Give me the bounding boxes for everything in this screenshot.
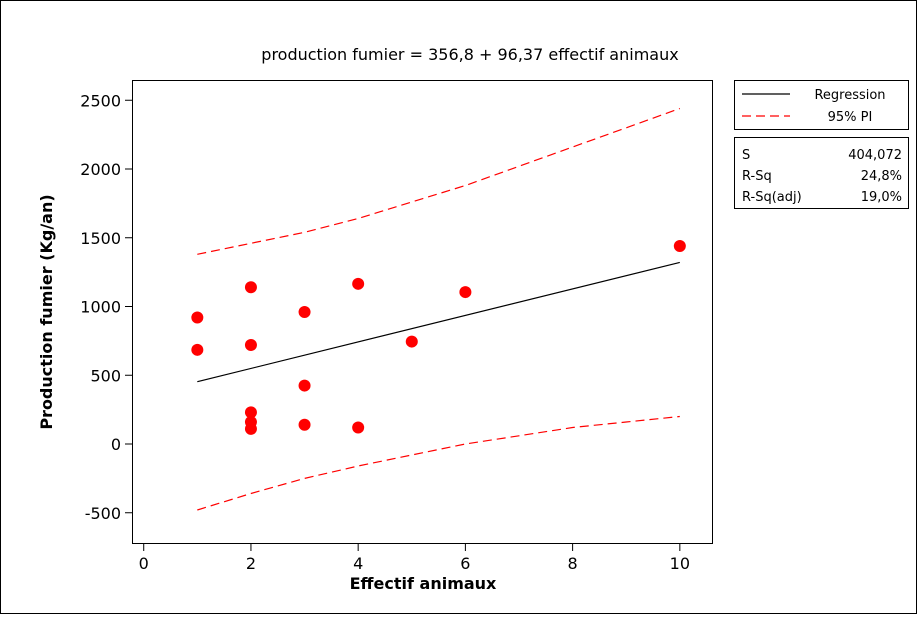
regression-line xyxy=(197,261,680,383)
x-axis-label: Effectif animaux xyxy=(350,574,497,593)
y-axis: -500 0 500 1000 1500 2000 2500 xyxy=(80,91,133,523)
data-point xyxy=(459,286,472,299)
data-point xyxy=(352,421,365,434)
y-tick-label: 2500 xyxy=(80,91,121,110)
x-tick-label: 8 xyxy=(568,554,578,573)
x-tick-label: 4 xyxy=(353,554,363,573)
data-point xyxy=(405,335,418,348)
stat-rsq-label: R-Sq xyxy=(742,169,772,184)
stat-rsq-value: 24,8% xyxy=(861,169,902,184)
data-point xyxy=(298,379,311,392)
x-tick-label: 10 xyxy=(670,554,690,573)
data-point xyxy=(352,277,365,290)
data-point xyxy=(244,422,257,435)
stat-s-value: 404,072 xyxy=(848,148,902,163)
x-axis: 0 2 4 6 8 10 xyxy=(139,543,690,573)
data-point xyxy=(191,343,204,356)
y-tick-label: 500 xyxy=(90,366,121,385)
prediction-interval-lower xyxy=(197,415,680,511)
x-tick-label: 0 xyxy=(139,554,149,573)
stat-s-label: S xyxy=(742,148,750,163)
x-tick-label: 2 xyxy=(246,554,256,573)
legend: Regression 95% PI xyxy=(734,80,909,130)
y-axis-label: Production fumier (Kg/an) xyxy=(37,194,56,429)
data-point xyxy=(244,281,257,294)
y-tick-label: 0 xyxy=(111,435,121,454)
stats-border xyxy=(734,137,909,209)
stat-rsq-adj-value: 19,0% xyxy=(861,190,902,205)
data-point xyxy=(191,311,204,324)
legend-box xyxy=(734,80,909,130)
y-tick-label: 1000 xyxy=(80,298,121,317)
y-tick-label: 2000 xyxy=(80,160,121,179)
stat-rsq-adj-label: R-Sq(adj) xyxy=(742,190,802,205)
y-tick-label: 1500 xyxy=(80,229,121,248)
x-tick-label: 6 xyxy=(460,554,470,573)
points-layer xyxy=(191,240,686,435)
legend-pi-label: 95% PI xyxy=(828,110,873,125)
data-point xyxy=(298,306,311,318)
series-layer xyxy=(197,107,681,511)
data-point xyxy=(298,418,311,431)
legend-regression-label: Regression xyxy=(814,88,885,103)
stats-box: S 404,072 R-Sq 24,8% R-Sq(adj) 19,0% xyxy=(734,137,909,209)
data-point xyxy=(244,406,257,419)
y-tick-label: -500 xyxy=(85,504,121,523)
chart-title: production fumier = 356,8 + 96,37 effect… xyxy=(261,45,678,64)
plot-area xyxy=(132,80,713,544)
data-point xyxy=(244,339,257,351)
data-point xyxy=(673,240,686,252)
